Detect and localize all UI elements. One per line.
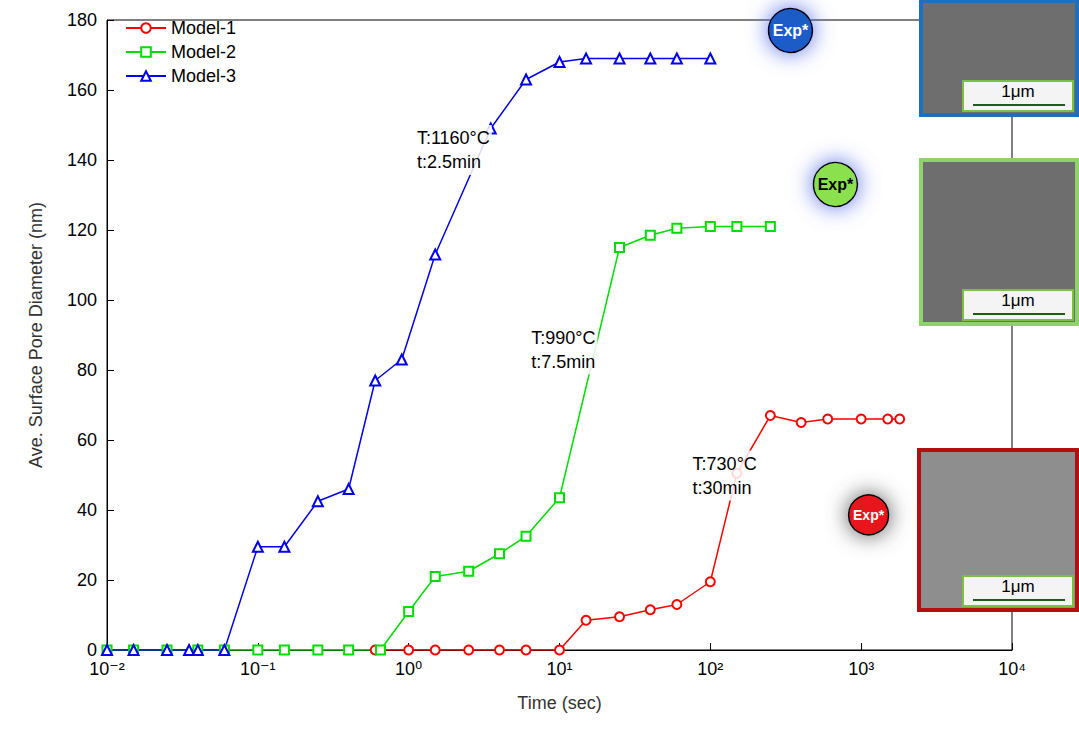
- svg-text:Ave. Surface Pore Diameter (nm: Ave. Surface Pore Diameter (nm): [26, 202, 46, 468]
- svg-text:Exp*: Exp*: [773, 22, 809, 39]
- svg-text:40: 40: [77, 500, 97, 520]
- svg-text:10⁰: 10⁰: [395, 659, 422, 679]
- svg-text:Model-2: Model-2: [171, 42, 236, 62]
- svg-text:10⁴: 10⁴: [998, 659, 1026, 679]
- svg-text:1μm: 1μm: [1001, 577, 1034, 596]
- svg-text:10¹: 10¹: [546, 659, 572, 679]
- svg-text:10²: 10²: [697, 659, 723, 679]
- svg-text:100: 100: [67, 290, 97, 310]
- svg-text:1μm: 1μm: [1001, 82, 1034, 101]
- svg-text:T:1160°C: T:1160°C: [417, 128, 490, 148]
- svg-text:Exp*: Exp*: [853, 507, 885, 523]
- svg-text:10⁻²: 10⁻²: [89, 659, 125, 679]
- svg-text:120: 120: [67, 220, 97, 240]
- svg-text:Exp*: Exp*: [818, 176, 854, 193]
- svg-text:180: 180: [67, 10, 97, 30]
- svg-text:80: 80: [77, 360, 97, 380]
- svg-text:10⁻¹: 10⁻¹: [240, 659, 276, 679]
- svg-text:60: 60: [77, 430, 97, 450]
- svg-text:t:30min: t:30min: [693, 478, 752, 498]
- svg-text:10³: 10³: [848, 659, 874, 679]
- svg-text:140: 140: [67, 150, 97, 170]
- svg-text:Model-1: Model-1: [171, 18, 236, 38]
- svg-text:Time (sec): Time (sec): [517, 693, 601, 713]
- svg-text:20: 20: [77, 570, 97, 590]
- svg-text:T:990°C: T:990°C: [531, 328, 595, 348]
- svg-text:t:7.5min: t:7.5min: [531, 352, 595, 372]
- svg-text:T:730°C: T:730°C: [693, 454, 757, 474]
- svg-text:Model-3: Model-3: [171, 66, 236, 86]
- svg-text:0: 0: [87, 640, 97, 660]
- svg-text:t:2.5min: t:2.5min: [417, 152, 481, 172]
- svg-text:160: 160: [67, 80, 97, 100]
- svg-text:1μm: 1μm: [1001, 291, 1034, 310]
